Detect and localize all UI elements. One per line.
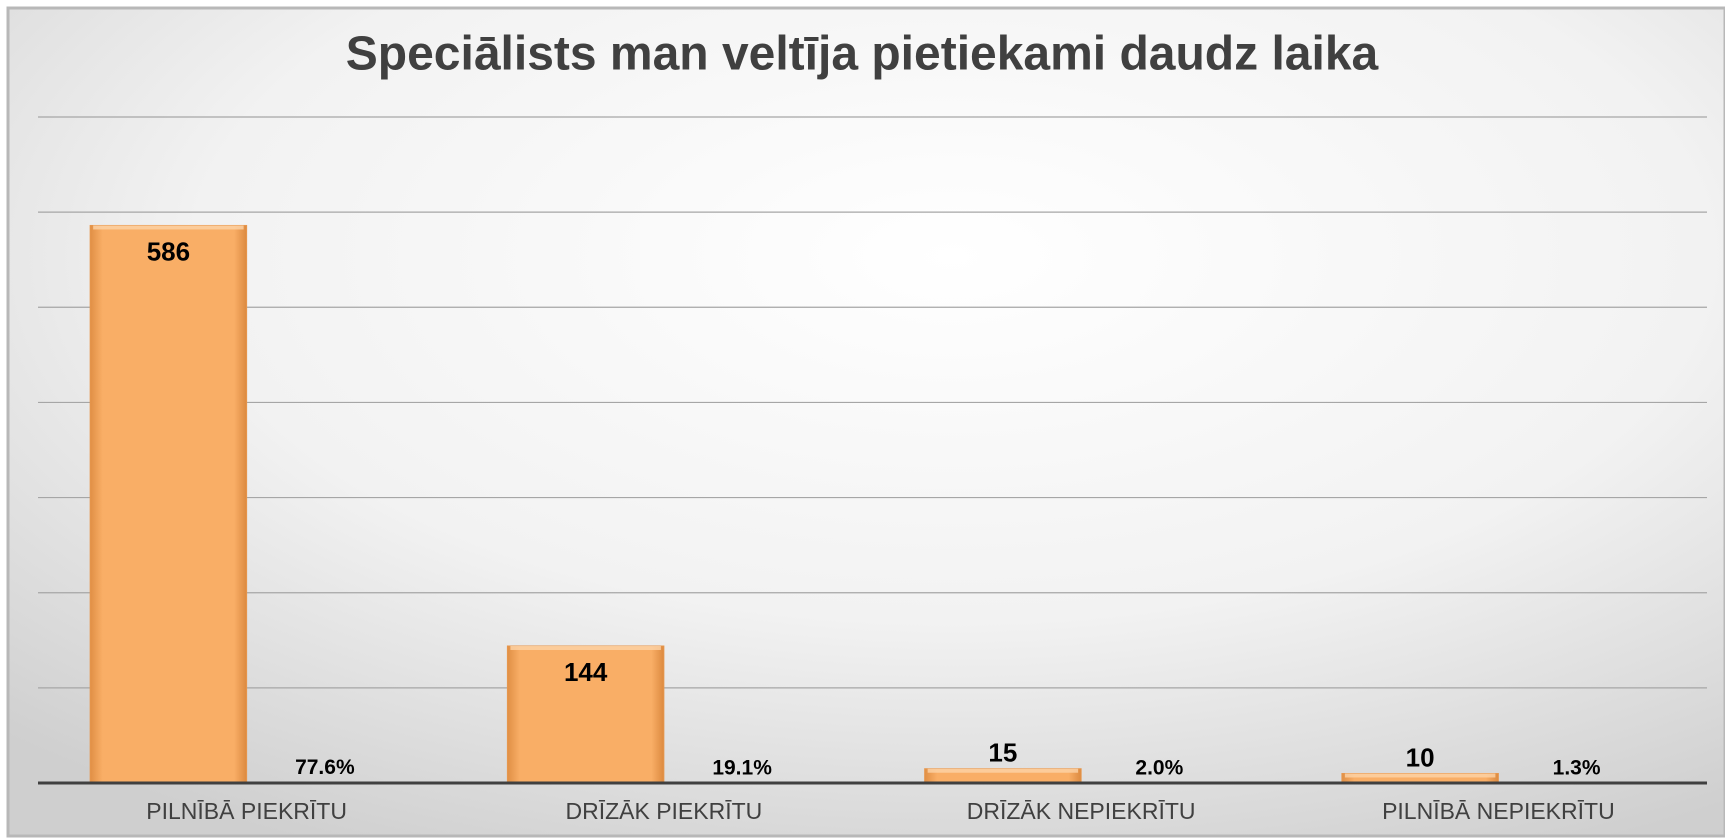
data-label: 10 — [1406, 742, 1435, 772]
data-label: 1.3% — [1553, 757, 1601, 780]
bar-bevel — [510, 645, 661, 650]
data-label: 586 — [147, 236, 190, 266]
bar-bevel — [93, 225, 244, 230]
chart-background — [6, 6, 1725, 838]
x-tick-label: PILNĪBĀ PIEKRĪTU — [146, 798, 347, 824]
x-tick-label: DRĪZĀK NEPIEKRĪTU — [967, 798, 1196, 824]
data-label: 15 — [988, 738, 1017, 768]
x-tick-label: DRĪZĀK PIEKRĪTU — [565, 798, 762, 824]
bar — [89, 224, 248, 784]
bar-bevel — [1344, 773, 1496, 778]
data-label: 19.1% — [712, 756, 772, 779]
data-label: 77.6% — [295, 756, 355, 779]
chart-title: Speciālists man veltīja pietiekami daudz… — [346, 28, 1379, 81]
data-label: 2.0% — [1135, 757, 1183, 780]
x-tick-label: PILNĪBĀ NEPIEKRĪTU — [1382, 798, 1615, 824]
data-label: 144 — [564, 657, 608, 687]
bar-bevel — [927, 768, 1079, 773]
